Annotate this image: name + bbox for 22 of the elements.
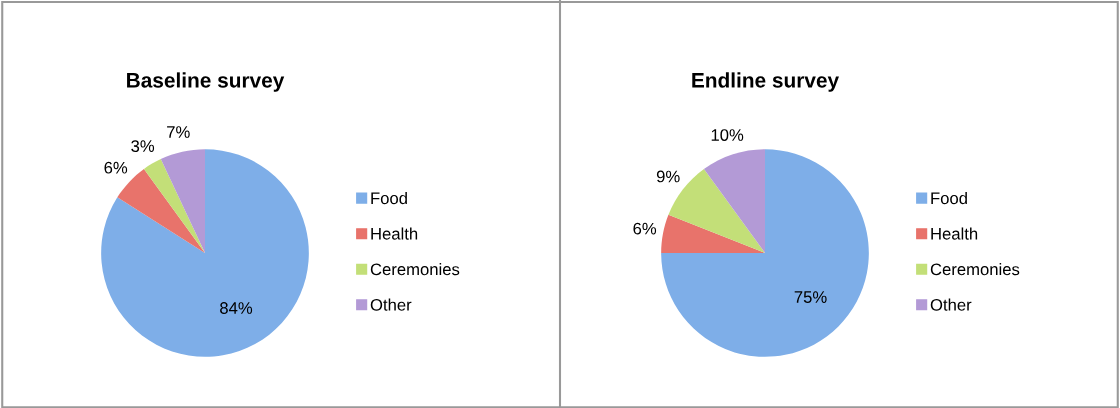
legend-label: Health [931,227,978,240]
pie-slice [661,214,765,253]
pie-slice [143,159,205,253]
data-label: 84% [220,302,253,314]
data-label: 3% [131,140,155,152]
data-label: 7% [167,126,190,138]
legend-label: Ceremonies [930,263,1020,276]
legend-label: Food [931,191,967,205]
pie-slice [703,149,765,253]
data-label: 75% [794,291,827,303]
chart-title: Baseline survey [127,72,285,92]
pie-slice [160,149,205,253]
legend-label: Health [371,227,418,240]
data-label: 10% [711,129,744,141]
data-label: 6% [633,222,657,235]
chart-title: Endline survey [692,72,839,92]
legend-label: Other [370,298,412,311]
legend-label: Ceremonies [370,263,460,276]
legend-label: Other [930,298,972,311]
data-label: 6% [104,161,128,174]
data-label: 9% [656,170,680,183]
legend-label: Food [371,191,407,205]
